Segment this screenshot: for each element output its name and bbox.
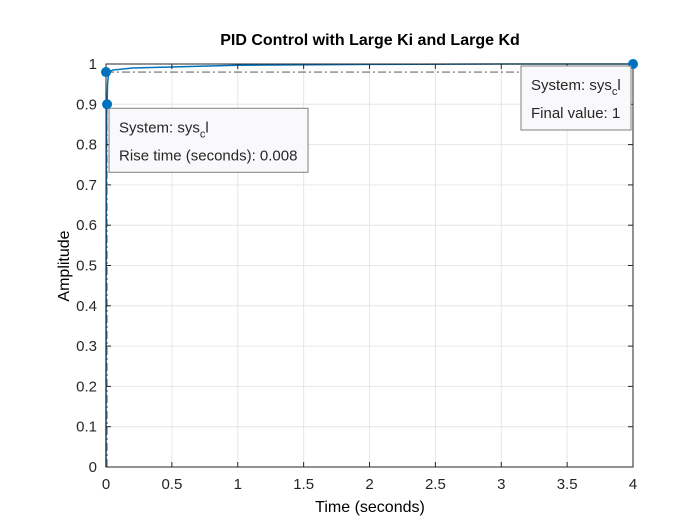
x-tick-label: 0 (102, 476, 110, 493)
x-tick-label: 3 (497, 476, 505, 493)
grid (105, 63, 634, 468)
data-tip-system-suffix: l (617, 77, 620, 94)
y-tick-label: 0.6 (76, 217, 97, 234)
x-tick-label: 1.5 (293, 476, 314, 493)
data-tip-system-subscript: c (612, 86, 618, 98)
x-tick-label: 0.5 (161, 476, 182, 493)
y-tick-label: 0.3 (76, 338, 97, 355)
x-tick-label: 2 (365, 476, 373, 493)
data-tip-box (520, 65, 632, 131)
y-tick-label: 0.9 (76, 96, 97, 113)
data-tip-value-text: Final value: 1 (531, 105, 620, 122)
data-tip-system-label: System: sys (531, 77, 612, 94)
data-point-marker[interactable] (101, 67, 111, 78)
x-tick-label: 4 (629, 476, 637, 493)
y-tick-label: 0.5 (76, 258, 97, 275)
x-tick-label: 3.5 (557, 476, 578, 493)
data-tip-system-label: System: sys (119, 119, 200, 136)
y-tick-label: 0.7 (76, 177, 97, 194)
data-point-marker[interactable] (102, 99, 113, 110)
y-tick-label: 0 (89, 459, 97, 476)
data-tip-2[interactable]: System: syscl Final value: 1 (520, 65, 632, 131)
y-tick-label: 0.1 (76, 419, 97, 436)
data-tip-system-suffix: l (205, 119, 208, 136)
y-axis-ticks: 0 0.1 0.2 0.3 0.4 0.5 0.6 0.7 0.8 0.9 1 (76, 56, 633, 476)
y-tick-label: 0.2 (76, 378, 97, 395)
y-tick-label: 0.8 (76, 137, 97, 154)
x-axis-ticks: 0 0.5 1 1.5 2 2.5 3 3.5 4 (102, 64, 637, 493)
x-axis-label: Time (seconds) (315, 499, 425, 516)
x-tick-label: 2.5 (425, 476, 446, 493)
y-tick-label: 1 (89, 56, 97, 73)
data-markers (101, 59, 638, 110)
data-tip-system-text: System: syscl (531, 77, 621, 98)
data-tip-value-text: Rise time (seconds): 0.008 (119, 147, 297, 164)
data-tip-system-subscript: c (200, 128, 206, 140)
y-axis-label: Amplitude (56, 230, 73, 301)
x-tick-label: 1 (234, 476, 242, 493)
chart-title: PID Control with Large Ki and Large Kd (220, 32, 520, 49)
data-tip-box (108, 107, 309, 173)
data-tip-1[interactable]: System: syscl Rise time (seconds): 0.008 (108, 107, 309, 173)
data-tip-system-text: System: syscl (119, 119, 209, 140)
y-tick-label: 0.4 (76, 298, 97, 315)
